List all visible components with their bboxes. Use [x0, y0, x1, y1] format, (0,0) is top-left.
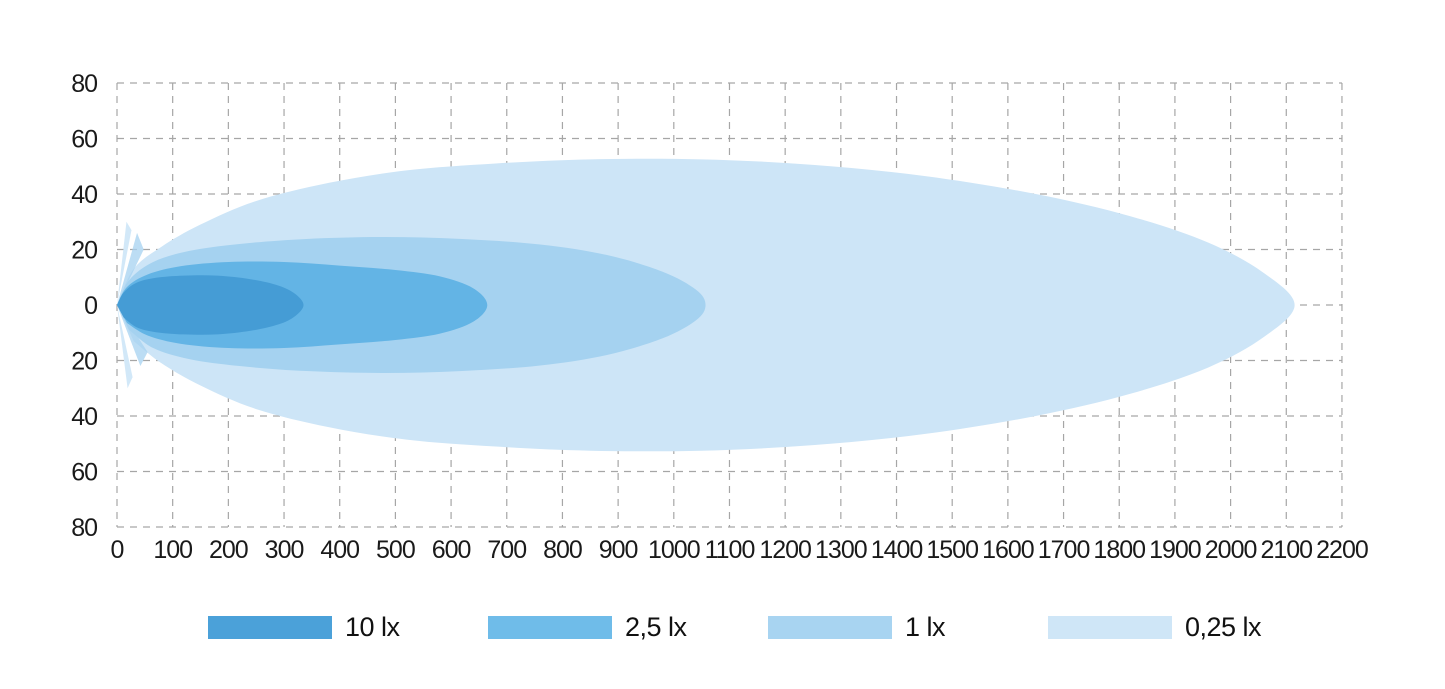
- x-tick-label: 1500: [926, 536, 978, 564]
- flare-spike-0: [117, 232, 144, 305]
- x-tick-label: 1600: [982, 536, 1034, 564]
- x-tick-label: 1200: [759, 536, 811, 564]
- legend-swatch-0-25lx: [1048, 615, 1172, 639]
- x-tick-label: 1700: [1038, 536, 1090, 564]
- x-tick-label: 2000: [1205, 536, 1257, 564]
- x-tick-label: 0: [111, 536, 124, 564]
- legend-item-0-25lx: 0,25 lx: [1048, 612, 1262, 642]
- y-tick-label: 20: [71, 237, 97, 265]
- legend-swatch-2-5lx: [488, 615, 612, 639]
- x-tick-label: 1000: [648, 536, 700, 564]
- x-tick-label: 1900: [1149, 536, 1201, 564]
- legend: 10 lx 2,5 lx 1 lx 0,25 lx: [0, 612, 1445, 645]
- x-tick-label: 700: [487, 536, 526, 564]
- x-tick-label: 900: [599, 536, 638, 564]
- y-tick-label: 80: [71, 514, 97, 542]
- legend-item-10lx: 10 lx: [208, 612, 400, 642]
- legend-label-2-5lx: 2,5 lx: [625, 611, 687, 642]
- x-tick-label: 400: [320, 536, 359, 564]
- y-tick-label: 60: [71, 459, 97, 487]
- beam-lobes: [117, 158, 1295, 452]
- x-tick-label: 1300: [815, 536, 867, 564]
- legend-item-1lx: 1 lx: [768, 612, 946, 642]
- flare-spike-1: [117, 221, 132, 305]
- x-tick-label: 2100: [1260, 536, 1312, 564]
- x-tick-label: 200: [209, 536, 248, 564]
- legend-label-10lx: 10 lx: [345, 611, 400, 642]
- x-tick-label: 500: [376, 536, 415, 564]
- lobe-0-25lx: [117, 158, 1295, 452]
- x-tick-label: 100: [153, 536, 192, 564]
- legend-swatch-10lx: [208, 615, 332, 639]
- y-tick-label: 20: [71, 348, 97, 376]
- x-tick-label: 600: [432, 536, 471, 564]
- x-tick-label: 300: [265, 536, 304, 564]
- x-tick-label: 1800: [1093, 536, 1145, 564]
- legend-label-0-25lx: 0,25 lx: [1185, 611, 1262, 642]
- x-tick-label: 2200: [1316, 536, 1368, 564]
- legend-label-1lx: 1 lx: [905, 611, 946, 642]
- flare-spike-3: [117, 305, 133, 389]
- y-tick-label: 0: [84, 292, 97, 320]
- y-tick-label: 80: [71, 70, 97, 98]
- y-tick-label: 40: [71, 181, 97, 209]
- y-tick-label: 60: [71, 126, 97, 154]
- x-tick-label: 1400: [871, 536, 923, 564]
- lobe-10lx: [117, 275, 304, 335]
- x-tick-label: 1100: [705, 536, 755, 564]
- legend-item-2-5lx: 2,5 lx: [488, 612, 687, 642]
- y-tick-label: 40: [71, 403, 97, 431]
- x-tick-label: 800: [543, 536, 582, 564]
- legend-swatch-1lx: [768, 615, 892, 639]
